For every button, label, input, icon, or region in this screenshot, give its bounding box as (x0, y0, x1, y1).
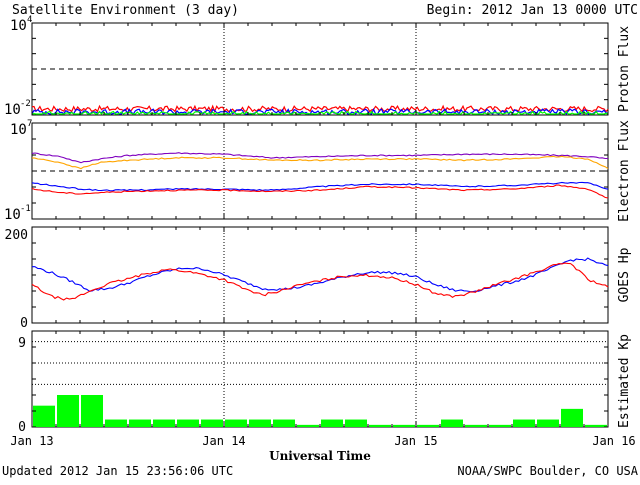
xtick-jan14: Jan 14 (202, 434, 245, 448)
kp-bar (369, 424, 391, 427)
electron-ytick-bottom-base: 10 (4, 207, 21, 223)
kp-bar (489, 424, 511, 427)
kp-bar (297, 424, 319, 427)
electron-ytick-bottom-exp: -1 (20, 204, 31, 214)
goes-series-line-0 (32, 257, 609, 293)
panel-kp-frame (31, 330, 609, 428)
xtick-jan16: Jan 16 (592, 434, 635, 448)
electron-ytick-top-exp: 7 (27, 119, 32, 129)
kp-bar (561, 408, 583, 427)
kp-bar (321, 419, 343, 427)
xtick-jan15: Jan 15 (394, 434, 437, 448)
electron-ytick-labels: 10 7 10 -1 (4, 119, 32, 223)
goes-ytick-top: 200 (5, 228, 28, 243)
kp-bar (153, 419, 175, 427)
kp-bar (345, 419, 367, 427)
kp-bar (129, 419, 151, 427)
proton-ytick-top-exp: 4 (27, 15, 32, 25)
updated-timestamp: Updated 2012 Jan 15 23:56:06 UTC (2, 464, 233, 478)
kp-bar (513, 419, 535, 427)
kp-bar (417, 424, 439, 427)
kp-bar (441, 419, 463, 427)
kp-bar (465, 424, 487, 427)
proton-ytick-bottom-exp: -2 (20, 99, 31, 109)
kp-ytick-top: 9 (18, 336, 26, 351)
goes-ylabel: GOES Hp (617, 247, 632, 302)
kp-bar (273, 419, 295, 427)
kp-bar (81, 395, 103, 427)
proton-ytick-labels: 10 4 10 -2 (4, 15, 32, 118)
kp-bar (249, 419, 271, 427)
tick-marks (31, 22, 609, 428)
goes-series-line-1 (31, 262, 609, 301)
x-axis-label: Universal Time (269, 449, 371, 463)
proton-ylabel: Proton Flux (617, 26, 632, 112)
kp-bar (57, 395, 79, 427)
kp-bars (33, 395, 607, 427)
panel-goes-frame (31, 226, 609, 324)
proton-ytick-bottom-base: 10 (4, 102, 21, 118)
plot-title: Satellite Environment (3 day) (12, 3, 239, 18)
source-credit: NOAA/SWPC Boulder, CO USA (457, 464, 638, 478)
kp-bar (33, 405, 55, 427)
kp-bar (393, 424, 415, 427)
begin-date: Begin: 2012 Jan 13 0000 UTC (427, 3, 638, 18)
kp-bar (585, 424, 607, 427)
goes-ytick-bottom: 0 (20, 316, 28, 331)
kp-bar (201, 419, 223, 427)
kp-ytick-bottom: 0 (18, 420, 26, 435)
day-divider-lines (223, 23, 417, 427)
electron-series-line-3 (31, 184, 609, 199)
proton-series-line-0 (31, 104, 609, 114)
electron-series-line-1 (31, 155, 609, 170)
kp-bar (537, 419, 559, 427)
electron-series-line-0 (31, 152, 608, 164)
proton-ytick-top-base: 10 (10, 18, 27, 34)
kp-bar (177, 419, 199, 427)
electron-ylabel: Electron Flux (617, 120, 632, 222)
electron-ytick-top-base: 10 (10, 122, 27, 138)
threshold-lines (32, 68, 608, 385)
xtick-jan13: Jan 13 (10, 434, 53, 448)
kp-bar (105, 419, 127, 427)
kp-ylabel: Estimated Kp (617, 334, 632, 428)
kp-bar (225, 419, 247, 427)
series-layer (31, 104, 609, 301)
electron-series-line-2 (31, 181, 609, 192)
